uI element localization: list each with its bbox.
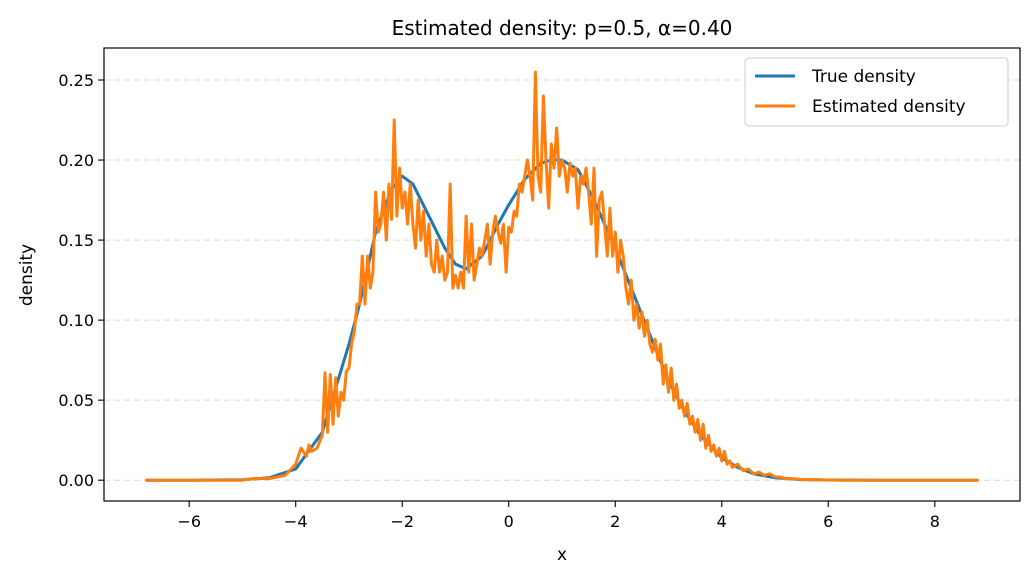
x-axis: −6 −4 −2 0 2 4 6 8 (177, 501, 940, 531)
estimated-density-line (145, 70, 979, 482)
y-tick-label: 0.20 (58, 151, 94, 170)
x-tick-label: 0 (504, 512, 514, 531)
y-axis-label: density (17, 244, 37, 306)
legend-label-true-density: True density (811, 67, 916, 87)
legend-box (744, 57, 1009, 127)
x-tick-label: 6 (823, 512, 833, 531)
x-tick-label: 2 (610, 512, 620, 531)
legend: True density Estimated density (744, 57, 1009, 127)
plot-area-frame (103, 47, 1021, 502)
x-axis-label: x (557, 545, 567, 565)
legend-label-estimated-density: Estimated density (812, 97, 966, 117)
y-tick-label: 0.00 (58, 471, 94, 490)
x-tick-label: −6 (177, 512, 201, 531)
y-tick-label: 0.15 (58, 231, 94, 250)
y-tick-label: 0.10 (58, 311, 94, 330)
y-axis: 0.00 0.05 0.10 0.15 0.20 0.25 (58, 71, 104, 490)
y-tick-label: 0.05 (58, 391, 94, 410)
x-tick-label: −2 (390, 512, 414, 531)
x-tick-label: 8 (930, 512, 940, 531)
x-tick-label: 4 (717, 512, 727, 531)
x-tick-label: −4 (284, 512, 308, 531)
series-layer (145, 70, 979, 482)
y-tick-label: 0.25 (58, 71, 94, 90)
chart-title: Estimated density: p=0.5, α=0.40 (392, 16, 733, 40)
